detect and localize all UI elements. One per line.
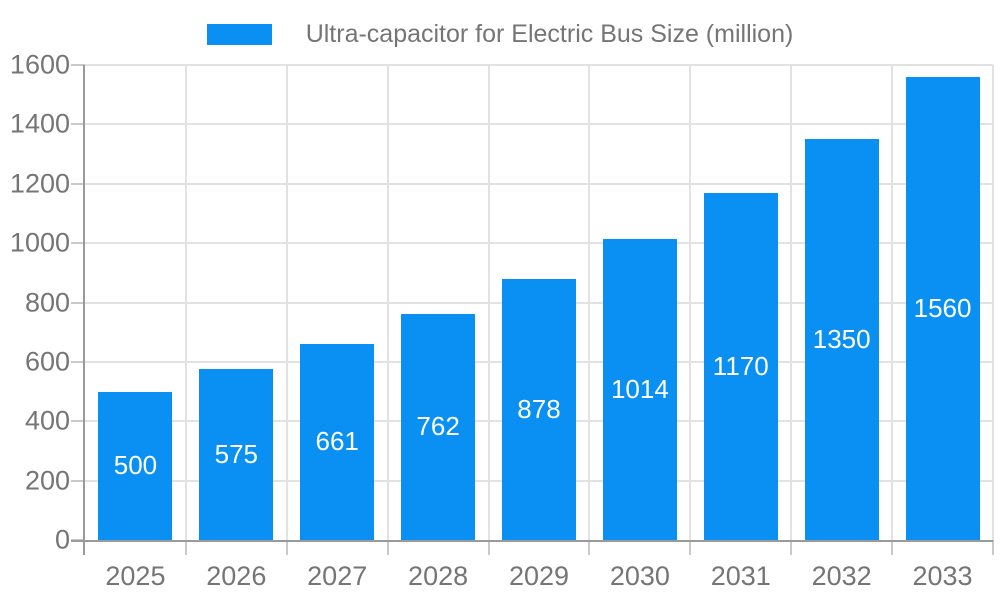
y-tick-mark [71, 123, 85, 126]
y-gridline [85, 64, 993, 66]
bar: 575 [199, 369, 274, 540]
y-tick-mark [71, 64, 85, 66]
x-tick-label: 2027 [307, 561, 368, 591]
x-tick-mark [487, 540, 490, 555]
x-tick-label: 2033 [912, 561, 973, 591]
bar-value-label: 1014 [610, 373, 669, 404]
y-tick-mark [71, 479, 85, 482]
y-tick-mark [71, 360, 85, 363]
bar-value-label: 575 [214, 439, 259, 470]
y-tick-mark [71, 182, 85, 185]
y-axis-line [83, 65, 85, 555]
legend-swatch-icon [206, 24, 272, 45]
x-gridline [790, 65, 793, 540]
y-tick-label: 1400 [9, 108, 70, 139]
bar-value-label: 500 [113, 450, 158, 481]
x-tick-label: 2029 [508, 561, 570, 591]
x-tick-mark [386, 540, 389, 555]
y-tick-label: 1200 [9, 168, 70, 199]
x-tick-label: 2030 [609, 561, 670, 591]
x-gridline [487, 65, 490, 540]
x-tick-mark [891, 540, 894, 555]
bar: 1014 [602, 238, 677, 540]
y-tick-label: 600 [24, 346, 70, 377]
x-tick-label: 2028 [408, 561, 469, 591]
y-gridline [85, 123, 993, 126]
x-tick-label: 2031 [710, 561, 771, 591]
y-tick-mark [71, 301, 85, 304]
bar-value-label: 1560 [913, 292, 972, 323]
y-tick-label: 1000 [9, 227, 70, 258]
x-tick-mark [790, 540, 793, 555]
x-tick-mark [992, 540, 994, 555]
x-gridline [891, 65, 894, 540]
bar: 762 [401, 313, 476, 540]
y-tick-mark [71, 242, 85, 245]
x-gridline [992, 65, 994, 540]
y-gridline [85, 242, 993, 245]
y-tick-label: 800 [24, 287, 70, 317]
y-tick-label: 400 [24, 405, 70, 436]
x-tick-mark [184, 540, 187, 555]
bar: 878 [502, 279, 576, 540]
x-axis-line [71, 540, 993, 542]
y-tick-label: 0 [54, 524, 70, 555]
bar-value-label: 878 [517, 394, 561, 425]
bar-value-label: 1350 [812, 324, 871, 355]
x-gridline [588, 65, 591, 540]
x-gridline [689, 65, 692, 540]
chart-legend: Ultra-capacitor for Electric Bus Size (m… [0, 20, 1000, 49]
bar-value-label: 1170 [712, 350, 769, 381]
bar: 1170 [703, 192, 778, 540]
y-gridline [85, 182, 993, 185]
y-tick-mark [71, 420, 85, 423]
bar: 1350 [804, 139, 879, 540]
bar-value-label: 762 [416, 411, 460, 442]
x-gridline [285, 65, 288, 540]
bar: 661 [300, 343, 375, 540]
x-tick-mark [285, 540, 288, 555]
x-gridline [386, 65, 389, 540]
legend-label: Ultra-capacitor for Electric Bus Size (m… [305, 20, 794, 48]
y-tick-label: 200 [24, 465, 70, 496]
x-tick-mark [689, 540, 692, 555]
x-tick-label: 2025 [105, 561, 166, 591]
y-tick-label: 1600 [9, 49, 70, 80]
x-tick-mark [588, 540, 591, 555]
bar: 500 [98, 391, 173, 540]
bar-value-label: 661 [315, 426, 359, 457]
bar: 1560 [905, 76, 980, 540]
x-tick-label: 2026 [206, 561, 267, 591]
x-tick-label: 2032 [811, 561, 872, 591]
x-gridline [184, 65, 187, 540]
